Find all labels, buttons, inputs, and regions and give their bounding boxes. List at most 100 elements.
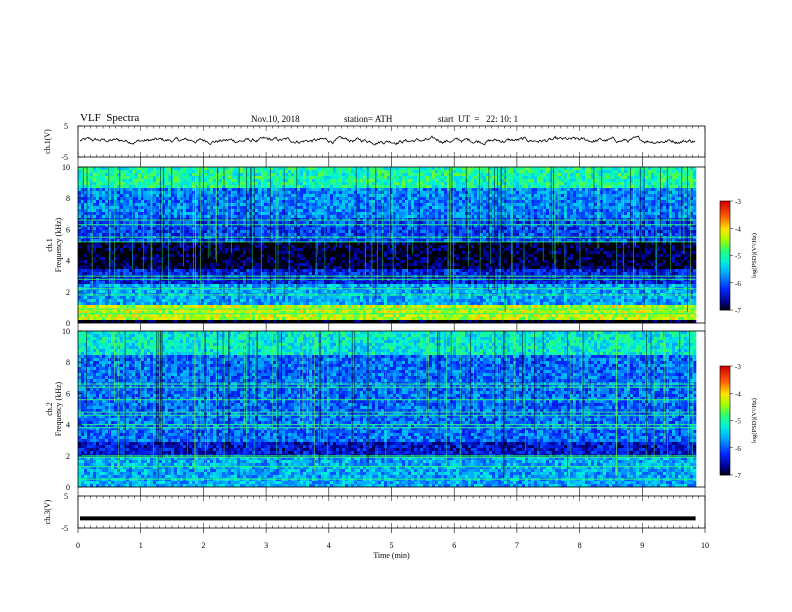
ch1-spectrogram-panel-cell bbox=[96, 182, 99, 185]
ch1-spectrogram-panel-cell bbox=[96, 176, 99, 179]
ch1-spectrogram-panel-cell bbox=[186, 182, 189, 185]
ch1-spectrogram-panel-cell bbox=[174, 185, 177, 188]
ch1-spectrogram-panel-cell bbox=[174, 176, 177, 179]
ch1-spectrogram-panel-cell bbox=[642, 176, 645, 179]
ch1-spectrogram-panel-cell bbox=[357, 170, 360, 173]
ch1-spectrogram-panel-cell bbox=[297, 185, 300, 188]
ch1-spectrogram-panel-cell bbox=[417, 212, 420, 215]
ch1-spectrogram-panel-cell bbox=[624, 215, 627, 218]
ch1-spectrogram-panel-cell bbox=[561, 206, 564, 209]
ch1-spectrogram-panel-cell bbox=[516, 233, 519, 236]
ch1-spectrogram-panel-cell bbox=[315, 227, 318, 230]
ch1-spectrogram-panel-cell bbox=[420, 194, 423, 197]
ch1-spectrogram-panel-cell bbox=[618, 200, 621, 203]
ch1-spectrogram-panel-cell bbox=[330, 188, 333, 191]
ch1-spectrogram-panel-cell bbox=[333, 206, 336, 209]
ch1-spectrogram-panel-cell bbox=[585, 221, 588, 224]
ch1-spectrogram-panel-cell bbox=[594, 185, 597, 188]
ch1-spectrogram-panel-cell bbox=[504, 170, 507, 173]
ch1-spectrogram-panel-cell bbox=[237, 215, 240, 218]
ch1-spectrogram-panel-cell bbox=[648, 230, 651, 233]
ch1-spectrogram-panel-cell bbox=[156, 167, 159, 170]
ch1-spectrogram-panel-cell bbox=[81, 200, 84, 203]
ch1-spectrogram-panel-cell bbox=[516, 221, 519, 224]
ch1-spectrogram-panel-cell bbox=[279, 170, 282, 173]
ch1-spectrogram-panel-cell bbox=[93, 197, 96, 200]
ch1-spectrogram-panel-cell bbox=[174, 212, 177, 215]
ch1-spectrogram-panel-cell bbox=[327, 170, 330, 173]
ch1-spectrogram-panel-cell bbox=[312, 170, 315, 173]
ch1-spectrogram-panel-cell bbox=[408, 179, 411, 182]
ch1-spectrogram-panel-cell bbox=[399, 197, 402, 200]
ch1-spectrogram-panel-cell bbox=[435, 167, 438, 170]
ch1-spectrogram-panel-cell bbox=[93, 191, 96, 194]
ch1-spectrogram-panel-cell bbox=[189, 194, 192, 197]
ch1-spectrogram-panel-cell bbox=[516, 194, 519, 197]
ch1-spectrogram-panel-cell bbox=[693, 212, 696, 215]
ch1-spectrogram-panel-cell bbox=[78, 233, 81, 236]
ch1-spectrogram-panel-cell bbox=[603, 206, 606, 209]
ch1-spectrogram-panel-cell bbox=[165, 170, 168, 173]
ch1-spectrogram-panel-cell bbox=[297, 188, 300, 191]
ch1-spectrogram-panel-cell bbox=[663, 209, 666, 212]
ch1-spectrogram-panel-cell bbox=[120, 233, 123, 236]
ch1-spectrogram-panel-cell bbox=[279, 233, 282, 236]
ch1-spectrogram-panel-cell bbox=[318, 203, 321, 206]
ch1-spectrogram-panel-cell bbox=[504, 215, 507, 218]
ch1-spectrogram-panel-cell bbox=[342, 221, 345, 224]
ch1-spectrogram-panel-cell bbox=[354, 215, 357, 218]
ch1-spectrogram-panel-cell bbox=[234, 206, 237, 209]
ch1-spectrogram-panel-cell bbox=[519, 179, 522, 182]
ch1-spectrogram-panel-cell bbox=[618, 170, 621, 173]
ch1-spectrogram-panel-cell bbox=[516, 203, 519, 206]
ch1-spectrogram-panel-cell bbox=[345, 179, 348, 182]
ch1-spectrogram-panel-cell bbox=[429, 188, 432, 191]
ch1-spectrogram-panel-cell bbox=[525, 176, 528, 179]
ch1-spectrogram-panel-cell bbox=[612, 221, 615, 224]
ch1-spectrogram-panel-cell bbox=[129, 176, 132, 179]
ch1-spectrogram-panel-cell bbox=[135, 170, 138, 173]
ch1-spectrogram-panel-cell bbox=[255, 233, 258, 236]
ch1-spectrogram-panel-cell bbox=[228, 212, 231, 215]
ch1-spectrogram-panel-cell bbox=[144, 167, 147, 170]
ch1-spectrogram-panel-cell bbox=[675, 206, 678, 209]
ch1-spectrogram-panel-cell bbox=[312, 200, 315, 203]
ch1-spectrogram-panel-cell bbox=[567, 233, 570, 236]
ch1-spectrogram-panel-cell bbox=[78, 206, 81, 209]
ch1-spectrogram-panel-cell bbox=[594, 203, 597, 206]
ch1-spectrogram-panel-cell bbox=[567, 194, 570, 197]
ch1-spectrogram-panel-cell bbox=[420, 197, 423, 200]
ch1-spectrogram-panel-cell bbox=[354, 182, 357, 185]
ch1-spectrogram-panel-cell bbox=[531, 200, 534, 203]
ch1-spectrogram-panel-cell bbox=[525, 212, 528, 215]
ch1-spectrogram-panel-cell bbox=[606, 215, 609, 218]
ch1-spectrogram-panel-cell bbox=[504, 194, 507, 197]
ch1-spectrogram-panel-cell bbox=[642, 212, 645, 215]
ch1-spectrogram-panel-cell bbox=[579, 230, 582, 233]
ch1-spectrogram-panel-cell bbox=[129, 179, 132, 182]
ch1-spectrogram-panel-cell bbox=[624, 212, 627, 215]
ch1-spectrogram-panel-cell bbox=[357, 206, 360, 209]
ch1-spectrogram-panel-cell bbox=[399, 233, 402, 236]
ch1-spectrogram-panel-cell bbox=[360, 221, 363, 224]
ch1-spectrogram-panel-cell bbox=[156, 182, 159, 185]
ch1-spectrogram-panel-cell bbox=[378, 173, 381, 176]
ch1-spectrogram-panel-cell bbox=[567, 209, 570, 212]
ch1-spectrogram-panel-cell bbox=[333, 203, 336, 206]
ch1-spectrogram-panel-cell bbox=[693, 230, 696, 233]
ch1-spectrogram-panel-cell bbox=[408, 203, 411, 206]
ch1-spectrogram-panel-cell bbox=[123, 179, 126, 182]
ch1-spectrogram-panel-cell bbox=[531, 170, 534, 173]
ch1-spectrogram-panel-cell bbox=[234, 209, 237, 212]
ch1-spectrogram-panel-cell bbox=[258, 191, 261, 194]
ch1-spectrogram-panel-cell bbox=[96, 233, 99, 236]
ch1-spectrogram-panel-cell bbox=[138, 215, 141, 218]
ch1-spectrogram-panel-cell bbox=[93, 206, 96, 209]
ch1-spectrogram-panel-cell bbox=[396, 206, 399, 209]
ch1-spectrogram-panel-cell bbox=[441, 185, 444, 188]
ch1-spectrogram-panel-cell bbox=[606, 188, 609, 191]
ch1-spectrogram-panel-cell bbox=[570, 215, 573, 218]
ch1-spectrogram-panel-cell bbox=[120, 188, 123, 191]
ch1-spectrogram-panel-cell bbox=[339, 194, 342, 197]
ch1-spectrogram-panel-cell bbox=[126, 233, 129, 236]
